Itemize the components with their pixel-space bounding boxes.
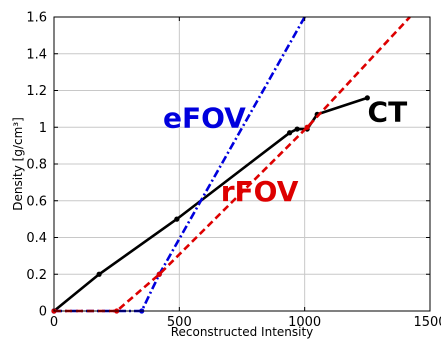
series-rfov xyxy=(51,16,411,314)
data-point-rfov xyxy=(156,271,162,277)
grid xyxy=(54,17,430,311)
series-label-ct: CT xyxy=(368,96,408,129)
y-tick-label: 1 xyxy=(39,121,47,136)
data-point-ct xyxy=(364,95,370,101)
x-tick-label: 1000 xyxy=(288,315,321,330)
axes xyxy=(53,16,431,312)
series-efov xyxy=(51,16,306,314)
series-line-rfov xyxy=(54,16,411,313)
series-line-ct xyxy=(53,96,368,313)
x-axis-label: Reconstructed Intensity xyxy=(171,325,314,339)
data-point-ct xyxy=(174,216,180,222)
y-tick-label: 1.4 xyxy=(26,47,47,62)
y-tick-label: 1.2 xyxy=(26,84,47,99)
series-label-efov: eFOV xyxy=(163,101,246,134)
annotation-layer: eFOV rFOV CT xyxy=(163,96,407,208)
y-tick-label: 0.4 xyxy=(26,231,47,246)
x-tick-label: 500 xyxy=(167,315,192,330)
y-tick-label: 1.6 xyxy=(26,11,47,26)
data-point-ct xyxy=(287,130,293,136)
y-tick-label: 0.6 xyxy=(26,194,47,209)
y-tick-label: 0 xyxy=(39,305,47,320)
data-point-rfov xyxy=(304,124,310,130)
series-label-rfov: rFOV xyxy=(221,175,299,208)
series-layer xyxy=(51,16,411,314)
y-tick-label: 0.2 xyxy=(26,268,47,283)
x-tick-label: 0 xyxy=(50,315,58,330)
y-axis-label: Density [g/cm³] xyxy=(11,117,25,211)
data-point-ct xyxy=(294,126,300,132)
y-tick-label: 0.8 xyxy=(26,158,47,173)
data-point-ct xyxy=(96,271,102,277)
